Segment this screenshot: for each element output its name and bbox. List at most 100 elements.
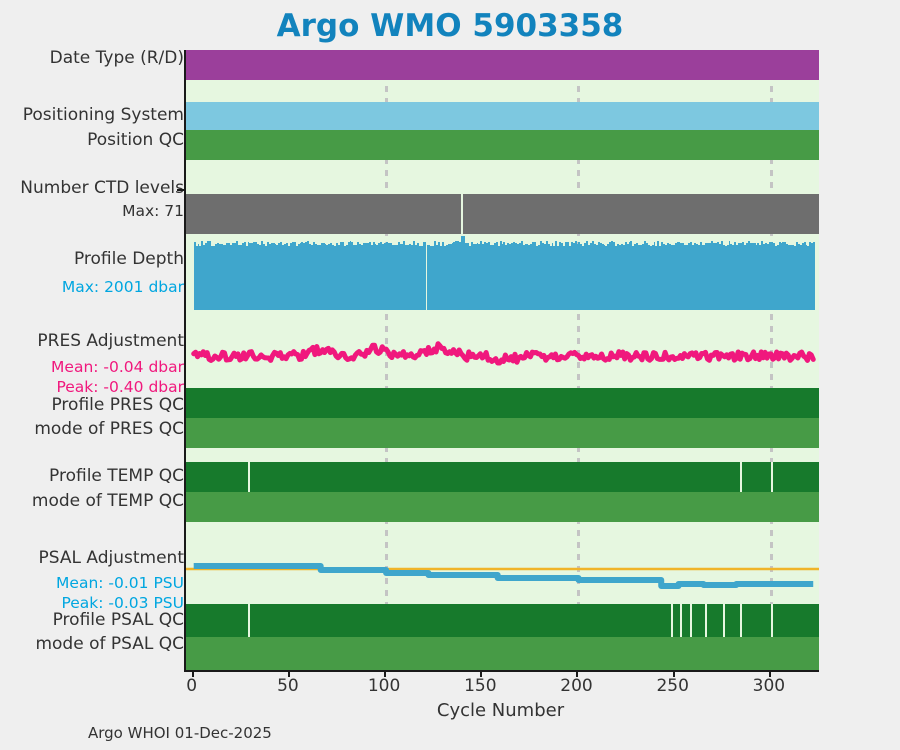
depth-bar	[214, 243, 217, 310]
depth-bar	[305, 241, 308, 310]
depth-bar	[499, 241, 502, 310]
depth-bar	[495, 241, 498, 310]
depth-bar	[482, 244, 485, 310]
depth-bar	[386, 241, 389, 310]
depth-bar	[793, 245, 796, 310]
depth-bar	[805, 244, 808, 310]
depth-bar	[653, 242, 656, 310]
band-profile-psal-qc[interactable]	[186, 604, 819, 637]
depth-bar	[224, 244, 227, 310]
depth-bar	[334, 245, 337, 310]
depth-bar	[634, 243, 637, 310]
depth-bar	[572, 242, 575, 310]
depth-bar	[193, 242, 196, 310]
band-date-type[interactable]	[186, 50, 819, 80]
depth-bar	[436, 245, 439, 310]
depth-bar	[328, 243, 331, 310]
depth-bar	[580, 244, 583, 310]
depth-bar	[257, 244, 260, 310]
row-label-position-qc: Position QC	[87, 130, 184, 150]
row-label-pres-adjustment: PRES Adjustment	[37, 331, 184, 351]
depth-bar	[690, 241, 692, 310]
depth-bar	[405, 244, 408, 310]
depth-bar	[767, 244, 769, 310]
depth-bar	[459, 241, 462, 310]
depth-bar	[509, 244, 512, 310]
band-position-qc[interactable]	[186, 130, 819, 160]
depth-bar	[226, 243, 229, 310]
depth-bar	[703, 244, 706, 310]
depth-bar	[280, 241, 283, 310]
depth-bar	[726, 244, 729, 310]
depth-bar	[707, 243, 710, 310]
band-profile-pres-qc[interactable]	[186, 388, 819, 418]
row-label-psal-adjustment: PSAL Adjustment	[38, 548, 184, 568]
depth-bar	[301, 241, 304, 310]
depth-bar	[563, 245, 566, 310]
depth-bar	[413, 241, 415, 310]
depth-bar	[799, 244, 802, 310]
depth-bar	[588, 245, 591, 310]
depth-bar	[359, 243, 362, 310]
depth-bar	[532, 242, 535, 310]
depth-bar	[399, 244, 402, 310]
band-mode-psal-qc[interactable]	[186, 637, 819, 670]
depth-bar	[645, 243, 648, 310]
depth-bar	[488, 241, 490, 310]
row-label-date-type: Date Type (R/D)	[49, 48, 184, 68]
depth-bar	[776, 245, 779, 310]
depth-bar	[559, 242, 562, 310]
band-psal-adjustment[interactable]	[186, 536, 819, 604]
depth-bar	[518, 242, 521, 310]
depth-bar	[476, 243, 479, 310]
depth-bar	[692, 244, 694, 310]
depth-bar	[720, 241, 723, 310]
depth-bar	[778, 242, 781, 310]
depth-bar	[361, 244, 363, 310]
qc-gap-profile-psal-qc-248.5	[670, 604, 673, 637]
depth-bar	[299, 243, 302, 310]
depth-bar	[603, 245, 606, 310]
depth-bar	[715, 243, 718, 310]
depth-bar	[376, 244, 379, 310]
depth-bar	[788, 245, 791, 310]
depth-bar	[718, 244, 721, 310]
depth-bar	[363, 243, 365, 310]
depth-bar	[663, 243, 666, 310]
depth-bar	[486, 243, 489, 310]
depth-bar	[274, 243, 277, 310]
band-mode-pres-qc[interactable]	[186, 418, 819, 448]
depth-bar	[763, 243, 766, 310]
depth-bar	[680, 242, 683, 310]
depth-bar	[284, 244, 287, 310]
band-profile-depth[interactable]	[186, 236, 819, 310]
band-mode-temp-qc[interactable]	[186, 492, 819, 522]
depth-bar	[205, 242, 208, 310]
depth-bar	[626, 244, 629, 310]
depth-bar	[259, 244, 262, 310]
depth-bar	[516, 244, 519, 310]
depth-bar	[561, 243, 564, 310]
depth-bar	[524, 243, 527, 310]
depth-bar	[312, 241, 315, 310]
band-ctd-levels[interactable]	[186, 194, 819, 234]
page-title: Argo WMO 5903358	[276, 8, 624, 44]
band-profile-temp-qc[interactable]	[186, 462, 819, 492]
row-label-profile-temp-qc: Profile TEMP QC	[49, 466, 184, 486]
depth-bar	[528, 244, 531, 310]
depth-bar	[768, 241, 771, 310]
depth-bar	[445, 245, 448, 310]
x-tick-label-0: 0	[186, 676, 198, 696]
depth-bar	[676, 242, 679, 310]
depth-bar	[282, 245, 285, 310]
depth-bar	[684, 244, 687, 310]
row-sublabel-pres-peak: Peak: -0.40 dbar	[56, 378, 184, 396]
depth-bar	[745, 242, 748, 310]
depth-bar	[699, 241, 702, 310]
band-pres-adjustment[interactable]	[186, 320, 819, 388]
depth-bar	[247, 241, 250, 310]
depth-bar	[686, 245, 689, 310]
depth-bar	[551, 243, 554, 310]
depth-bar	[424, 242, 427, 310]
band-positioning-system[interactable]	[186, 102, 819, 130]
